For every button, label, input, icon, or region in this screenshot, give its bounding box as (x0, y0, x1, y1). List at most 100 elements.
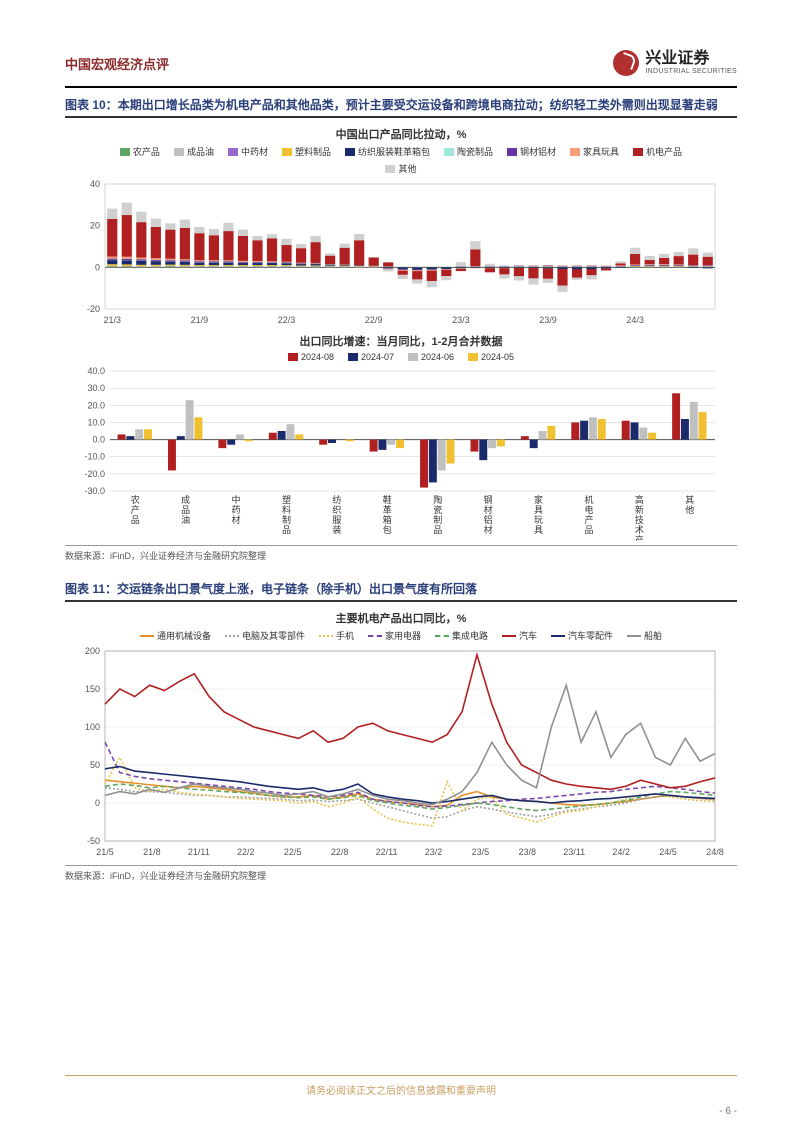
svg-text:瓷: 瓷 (433, 504, 442, 515)
chart1-legend: 农产品成品油中药材塑料制品纺织服装鞋革箱包陶瓷制品钢材铝材家具玩具机电产品其他 (65, 145, 737, 175)
svg-text:24/3: 24/3 (626, 315, 644, 325)
svg-text:材: 材 (484, 524, 493, 535)
svg-text:21/3: 21/3 (103, 315, 121, 325)
svg-text:-20.0: -20.0 (84, 469, 105, 479)
chart2-legend: 2024-082024-072024-062024-05 (65, 352, 737, 362)
svg-text:术: 术 (635, 524, 644, 535)
svg-text:家: 家 (534, 494, 543, 505)
svg-text:包: 包 (383, 524, 392, 535)
figure11-underline (65, 600, 737, 602)
svg-text:200: 200 (85, 646, 100, 656)
svg-text:成: 成 (181, 494, 190, 505)
header-title: 中国宏观经济点评 (65, 54, 169, 73)
svg-text:150: 150 (85, 684, 100, 694)
svg-text:具: 具 (534, 525, 543, 535)
svg-text:40: 40 (90, 179, 100, 189)
svg-text:-20: -20 (87, 304, 100, 314)
svg-text:23/3: 23/3 (452, 315, 470, 325)
svg-text:20.0: 20.0 (87, 400, 105, 410)
chart2-title: 出口同比增速：当月同比，1-2月合并数据 (65, 333, 737, 349)
svg-text:中: 中 (232, 494, 241, 505)
svg-text:技: 技 (635, 514, 644, 525)
figure10-chart2: 出口同比增速：当月同比，1-2月合并数据 2024-082024-072024-… (65, 333, 737, 541)
figure10-title: 图表 10：本期出口增长品类为机电产品和其他品类，预计主要受交运设备和跨境电商拉… (65, 96, 737, 114)
page-footer: 请务必阅读正文之后的信息披露和重要声明 (65, 1075, 737, 1097)
svg-text:22/2: 22/2 (237, 847, 255, 857)
svg-text:22/11: 22/11 (376, 847, 398, 857)
svg-text:-10.0: -10.0 (84, 452, 105, 462)
svg-text:塑: 塑 (282, 495, 291, 505)
svg-text:油: 油 (181, 514, 190, 525)
svg-text:-30.0: -30.0 (84, 486, 105, 496)
svg-text:纺: 纺 (332, 494, 341, 505)
svg-text:-50: -50 (87, 836, 100, 846)
svg-text:制: 制 (282, 514, 291, 525)
svg-text:23/5: 23/5 (472, 847, 490, 857)
svg-text:高: 高 (635, 494, 644, 505)
svg-text:0: 0 (95, 262, 100, 272)
chart2-svg: -30.0-20.0-10.00.010.020.030.040.0农产品成品油… (65, 366, 725, 541)
svg-text:电: 电 (584, 504, 593, 515)
svg-text:22/3: 22/3 (278, 315, 296, 325)
figure10-chart1: 中国出口产品同比拉动，% 农产品成品油中药材塑料制品纺织服装鞋革箱包陶瓷制品钢材… (65, 126, 737, 329)
svg-text:24/8: 24/8 (706, 847, 724, 857)
figure11-source: 数据来源：iFinD，兴业证券经济与金融研究院整理 (65, 865, 737, 882)
chart1-svg: -200204021/321/922/322/923/323/924/3 (65, 179, 725, 329)
svg-text:品: 品 (433, 525, 442, 535)
svg-text:其: 其 (685, 495, 694, 505)
page-number: - 6 - (719, 1106, 737, 1117)
svg-text:料: 料 (282, 504, 291, 515)
chart3-legend: 通用机械设备电脑及其零部件手机家用电器集成电路汽车汽车零配件船舶 (65, 629, 737, 642)
svg-text:24/2: 24/2 (612, 847, 630, 857)
figure-10: 图表 10：本期出口增长品类为机电产品和其他品类，预计主要受交运设备和跨境电商拉… (65, 96, 737, 562)
figure-11: 图表 11：交运链条出口景气度上涨，电子链条（除手机）出口景气度有所回落 主要机… (65, 580, 737, 882)
footer-line (65, 1075, 737, 1076)
svg-text:23/9: 23/9 (539, 315, 557, 325)
svg-text:22/8: 22/8 (331, 847, 349, 857)
svg-text:箱: 箱 (383, 514, 392, 525)
svg-text:22/9: 22/9 (365, 315, 383, 325)
figure10-source: 数据来源：iFinD，兴业证券经济与金融研究院整理 (65, 545, 737, 562)
svg-text:30.0: 30.0 (87, 383, 105, 393)
svg-text:50: 50 (90, 760, 100, 770)
footer-disclaimer: 请务必阅读正文之后的信息披露和重要声明 (65, 1082, 737, 1097)
svg-text:革: 革 (383, 504, 392, 515)
svg-text:品: 品 (181, 505, 190, 515)
svg-text:材: 材 (232, 514, 241, 525)
svg-text:织: 织 (332, 504, 341, 515)
page-header: 中国宏观经济点评 兴业证券 INDUSTRIAL SECURITIES (65, 50, 737, 84)
svg-text:药: 药 (232, 505, 241, 515)
svg-text:具: 具 (534, 505, 543, 515)
svg-text:21/9: 21/9 (191, 315, 209, 325)
chart1-title: 中国出口产品同比拉动，% (65, 126, 737, 142)
svg-text:产: 产 (584, 514, 593, 525)
svg-text:铝: 铝 (484, 514, 493, 525)
figure11-title: 图表 11：交运链条出口景气度上涨，电子链条（除手机）出口景气度有所回落 (65, 580, 737, 598)
svg-text:陶: 陶 (433, 494, 442, 505)
svg-text:23/2: 23/2 (425, 847, 443, 857)
svg-text:材: 材 (484, 504, 493, 515)
svg-text:40.0: 40.0 (87, 366, 105, 376)
svg-text:新: 新 (635, 504, 644, 515)
svg-text:0.0: 0.0 (92, 435, 105, 445)
svg-text:装: 装 (332, 524, 341, 535)
svg-text:产: 产 (635, 534, 644, 541)
header-underline (65, 86, 737, 88)
svg-text:100: 100 (85, 722, 100, 732)
svg-text:23/8: 23/8 (519, 847, 537, 857)
svg-text:钢: 钢 (484, 494, 493, 505)
svg-text:机: 机 (584, 494, 593, 505)
svg-text:鞋: 鞋 (383, 494, 392, 505)
svg-text:23/11: 23/11 (563, 847, 585, 857)
chart3-svg: -5005010015020021/521/821/1122/222/522/8… (65, 646, 725, 861)
svg-text:品: 品 (282, 525, 291, 535)
svg-text:21/5: 21/5 (96, 847, 114, 857)
svg-text:21/8: 21/8 (143, 847, 161, 857)
svg-text:农: 农 (131, 494, 140, 505)
logo-cn: 兴业证券 (645, 50, 737, 68)
svg-text:22/5: 22/5 (284, 847, 302, 857)
svg-text:玩: 玩 (534, 515, 543, 525)
svg-text:品: 品 (131, 515, 140, 525)
svg-text:24/5: 24/5 (659, 847, 677, 857)
figure11-chart: 主要机电产品出口同比，% 通用机械设备电脑及其零部件手机家用电器集成电路汽车汽车… (65, 610, 737, 861)
